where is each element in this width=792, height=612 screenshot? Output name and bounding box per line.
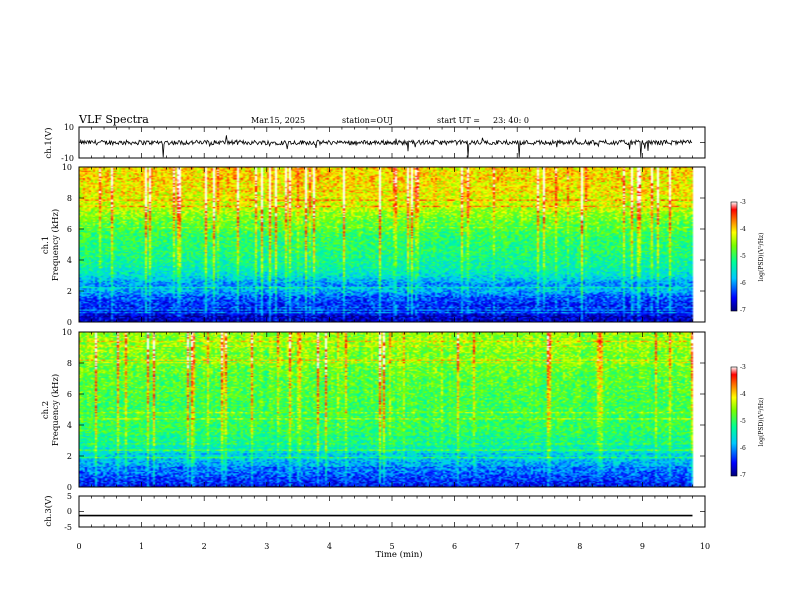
ch2-cbar-tick-m3: -3 [740, 364, 746, 371]
ch1-cbar-tick-m5: -5 [740, 253, 746, 260]
xtick-4: 4 [327, 542, 332, 551]
ch2-cbar-tick-m5: -5 [740, 418, 746, 425]
xtick-6: 6 [452, 542, 457, 551]
ch2-ytick-2: 2 [67, 452, 72, 461]
start-ut-label: start UT = [437, 116, 480, 125]
ch1-waveform-ylabel: ch.1(V) [43, 127, 54, 158]
ch1-cbar-tick-m6: -6 [740, 280, 746, 287]
station-label: station=OUJ [342, 116, 393, 125]
ch3-ytick-0: 0 [67, 507, 72, 516]
ch3-waveform-ticks [78, 496, 706, 527]
time-axis-label: Time (min) [375, 549, 422, 560]
ch1-cbar-tick-m7: -7 [740, 307, 746, 314]
ch2-ytick-6: 6 [67, 390, 72, 399]
xtick-10: 10 [700, 542, 710, 551]
xtick-2: 2 [202, 542, 207, 551]
ch2-colorbar-label: log(PSD)(V²/Hz) [758, 398, 765, 447]
ch1-spectrogram-image [79, 167, 705, 322]
ch2-cbar-tick-m6: -6 [740, 445, 746, 452]
xtick-9: 9 [640, 542, 645, 551]
ch2-frequency-ylabel: Frequency (kHz) [50, 374, 61, 446]
ch1-cbar-tick-m3: -3 [740, 199, 746, 206]
ch1-ytick-6: 6 [67, 225, 72, 234]
start-ut-value: 23: 40: 0 [493, 116, 529, 125]
ch2-cbar-tick-m4: -4 [740, 391, 746, 398]
ch1-colorbar-scale [730, 201, 738, 312]
xtick-1: 1 [139, 542, 144, 551]
ch1-trace [79, 135, 693, 158]
xtick-8: 8 [577, 542, 582, 551]
ch1-waveform-ticks [78, 127, 706, 158]
ch3-ytick-m5: -5 [64, 523, 72, 532]
ch1-spectrogram-ylabel: ch.1 [41, 236, 51, 254]
ch1-waveform-panel: 10 -10 ch.1(V) [43, 123, 706, 163]
xtick-5: 5 [389, 542, 394, 551]
ch1-ytick-4: 4 [67, 256, 72, 265]
ch2-spectrogram-image [79, 332, 705, 487]
ch1-ytick-10: 10 [62, 163, 72, 172]
ch2-spectrogram-ylabel: ch.2 [41, 401, 51, 419]
ch2-cbar-tick-m7: -7 [740, 472, 746, 479]
ch3-waveform-panel: 5 0 -5 ch.3(V) [43, 492, 706, 532]
figure-title: VLF Spectra [78, 113, 149, 126]
ch1-frequency-ylabel: Frequency (kHz) [50, 209, 61, 281]
ch2-ytick-10: 10 [62, 328, 72, 337]
ch1-ytick-top: 10 [64, 123, 74, 132]
ch2-spectrogram-ticks [78, 332, 706, 487]
ch2-ytick-8: 8 [67, 359, 72, 368]
date-label: Mar.15, 2025 [251, 116, 305, 125]
ch1-ytick-bottom: -10 [61, 154, 74, 163]
ch2-colorbar: -3 -4 -5 -6 -7 log(PSD)(V²/Hz) [730, 364, 765, 479]
ch1-colorbar: -3 -4 -5 -6 -7 log(PSD)(V²/Hz) [730, 199, 765, 314]
time-axis-tick-labels: 0 1 2 3 4 5 6 7 8 9 10 [76, 542, 710, 551]
ch1-ytick-2: 2 [67, 287, 72, 296]
ch1-colorbar-label: log(PSD)(V²/Hz) [758, 233, 765, 282]
ch2-ytick-0: 0 [67, 483, 72, 492]
ch1-ytick-8: 8 [67, 194, 72, 203]
xtick-7: 7 [515, 542, 520, 551]
ch2-spectrogram-panel: 0 2 4 6 8 10 ch.2 Frequency (kHz) [41, 328, 706, 492]
ch1-spectrogram-ticks [78, 167, 706, 322]
ch3-ytick-5: 5 [67, 492, 72, 501]
ch2-ytick-4: 4 [67, 421, 72, 430]
ch3-waveform-ylabel: ch.3(V) [43, 495, 54, 526]
ch1-ytick-0: 0 [67, 318, 72, 327]
xtick-3: 3 [264, 542, 269, 551]
ch1-cbar-tick-m4: -4 [740, 226, 746, 233]
ch1-spectrogram-panel: 0 2 4 6 8 10 ch.1 Frequency (kHz) [41, 163, 706, 327]
xtick-0: 0 [76, 542, 81, 551]
ch2-colorbar-scale [730, 366, 738, 477]
